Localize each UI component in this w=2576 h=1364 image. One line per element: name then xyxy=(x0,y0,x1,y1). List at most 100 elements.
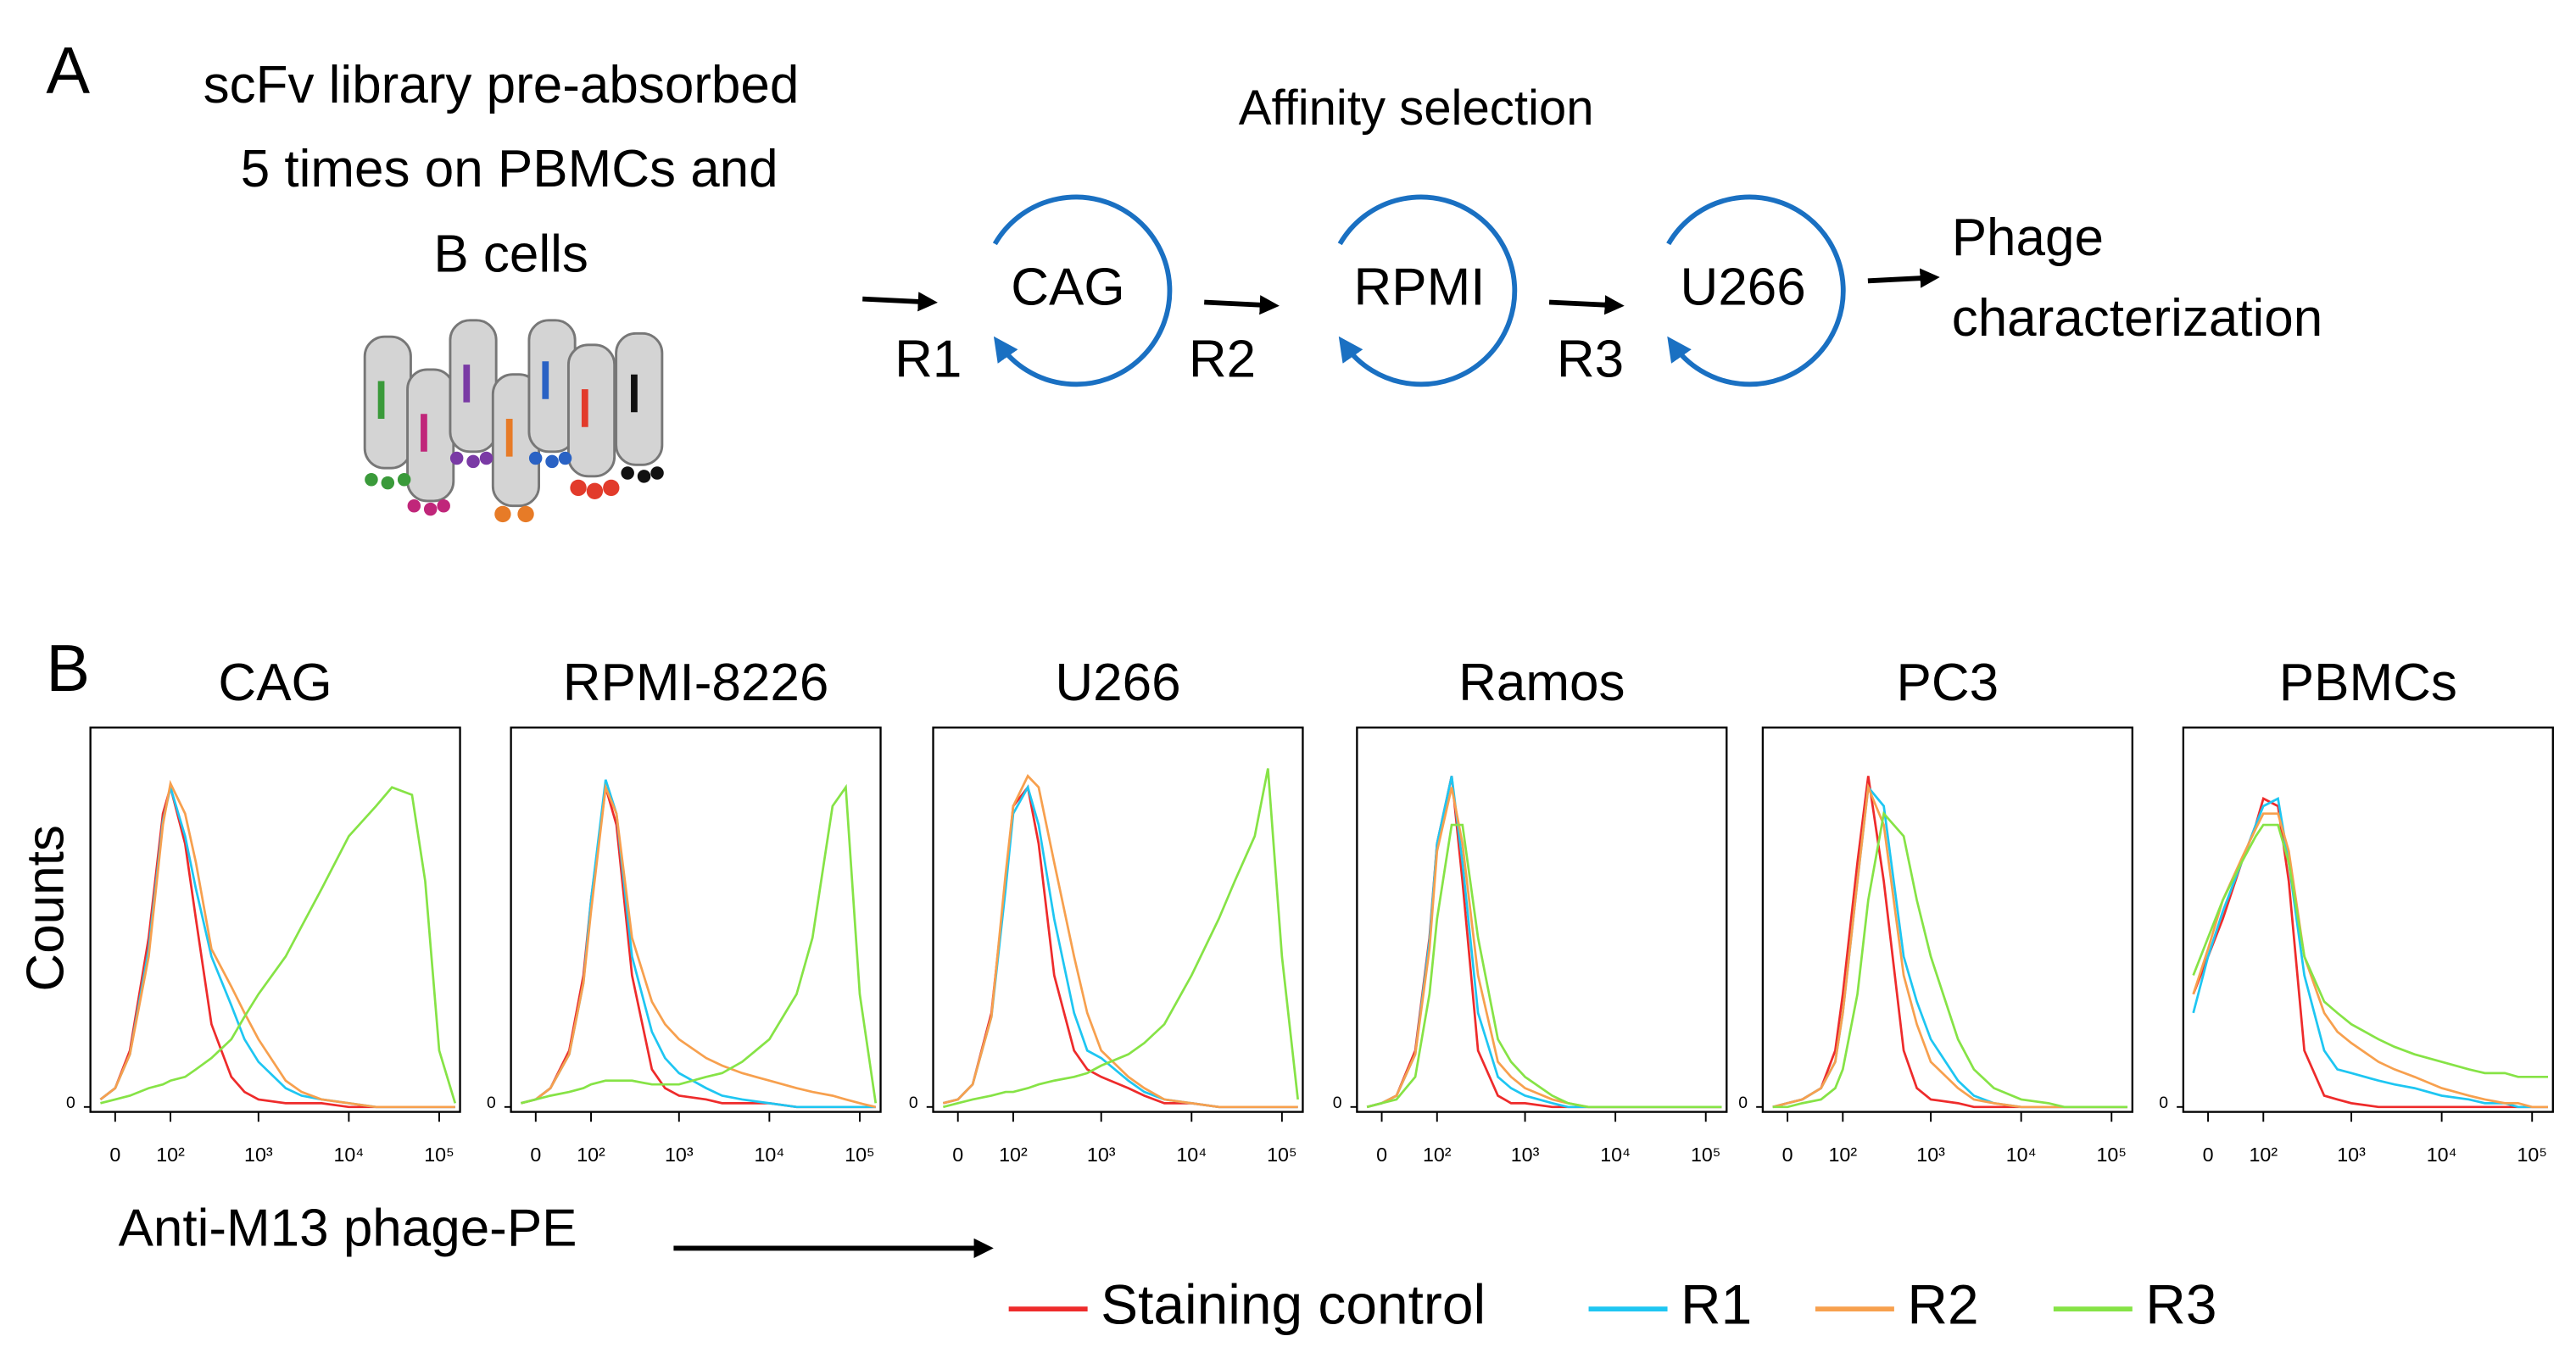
legend-label: R2 xyxy=(1907,1273,1978,1336)
x-tick-label: 10³ xyxy=(1087,1144,1116,1166)
x-tick-label: 0 xyxy=(952,1144,963,1166)
histogram-panel: U266 0 10² 10³ 10⁴ 10⁵ 0 xyxy=(909,654,1304,1166)
x-tick-label: 10² xyxy=(2249,1144,2278,1166)
plot-frame xyxy=(1761,727,2133,1113)
panel-a: A scFv library pre-absorbed 5 times on P… xyxy=(46,35,2322,523)
panel-b: B Counts Anti-M13 phage-PE xyxy=(17,632,994,1259)
plot-frame xyxy=(932,727,1304,1113)
histogram-line xyxy=(100,786,457,1105)
panel-title: PC3 xyxy=(1897,654,1999,712)
x-tick-label: 0 xyxy=(1782,1144,1793,1166)
histogram-panel: PBMCs 0 10² 10³ 10⁴ 10⁵ 0 xyxy=(2159,654,2554,1166)
x-tick-label: 10⁴ xyxy=(2427,1144,2457,1166)
histogram-line xyxy=(521,783,878,1105)
panel-title: CAG xyxy=(218,654,332,712)
x-tick-label: 10³ xyxy=(2337,1144,2366,1166)
histogram-panel: PC3 0 10² 10³ 10⁴ 10⁵ 0 xyxy=(1738,654,2133,1166)
phage-illustration xyxy=(363,319,664,523)
x-axis-label: Anti-M13 phage-PE xyxy=(119,1199,577,1257)
x-tick-label: 10⁵ xyxy=(2517,1144,2546,1166)
histogram-line xyxy=(1772,810,2128,1109)
x-tick-label: 10³ xyxy=(1916,1144,1945,1166)
histogram-line xyxy=(1772,782,2128,1109)
histogram-line xyxy=(2192,796,2548,1109)
x-tick-label: 0 xyxy=(530,1144,541,1166)
histogram-line xyxy=(2192,812,2548,1109)
x-tick-label: 0 xyxy=(2203,1144,2214,1166)
x-tick-label: 0 xyxy=(109,1144,120,1166)
x-tick-label: 10⁴ xyxy=(333,1144,364,1166)
x-tick-label: 10³ xyxy=(665,1144,694,1166)
histogram-line xyxy=(2192,823,2548,1078)
histogram-line xyxy=(942,774,1298,1109)
histogram-line xyxy=(942,784,1298,1109)
diagram-title: Affinity selection xyxy=(1239,81,1594,136)
histogram-line xyxy=(1366,776,1722,1109)
histogram-panel: CAG 0 10² 10³ 10⁴ 10⁵ 0 xyxy=(66,654,461,1166)
histogram-line xyxy=(1366,823,1722,1109)
y-axis-label: Counts xyxy=(17,825,75,991)
y-tick-label: 0 xyxy=(1333,1094,1342,1112)
x-tick-label: 10² xyxy=(156,1144,185,1166)
y-tick-label: 0 xyxy=(487,1094,496,1112)
histogram-line xyxy=(521,782,877,1109)
selection-cycle xyxy=(862,194,1940,387)
round-label: R3 xyxy=(1557,331,1624,389)
histogram-line xyxy=(942,768,1299,1109)
y-tick-label: 0 xyxy=(2159,1094,2168,1112)
panel-label: B xyxy=(46,632,90,705)
plot-frame xyxy=(89,727,461,1113)
x-tick-label: 10⁵ xyxy=(1691,1144,1720,1166)
output-label: Phage xyxy=(1952,209,2104,267)
round-label: R2 xyxy=(1189,331,1256,389)
x-tick-label: 10³ xyxy=(244,1144,273,1166)
library-text: B cells xyxy=(433,225,588,284)
plot-frame xyxy=(1356,727,1728,1113)
x-tick-label: 10⁴ xyxy=(1600,1144,1631,1166)
cell-line: CAG xyxy=(1011,258,1124,316)
y-tick-label: 0 xyxy=(66,1094,75,1112)
x-tick-label: 10² xyxy=(1829,1144,1858,1166)
library-text: scFv library pre-absorbed xyxy=(204,56,800,114)
library-text: 5 times on PBMCs and xyxy=(241,140,778,198)
histogram-panel: RPMI-8226 0 10² 10³ 10⁴ 10⁵ 0 xyxy=(487,654,882,1166)
legend: Staining control R1 R2 R3 xyxy=(1008,1273,2217,1336)
histograms: CAG 0 10² 10³ 10⁴ 10⁵ 0 RPMI-8226 0 10² 10³ 10⁴ 10⁵ 0… xyxy=(66,654,2554,1166)
histogram-line xyxy=(99,782,455,1109)
legend-label: R1 xyxy=(1681,1273,1752,1336)
x-tick-label: 10² xyxy=(1423,1144,1452,1166)
x-tick-label: 10⁴ xyxy=(1176,1144,1207,1166)
histogram-line xyxy=(1772,784,2128,1109)
x-tick-label: 10³ xyxy=(1511,1144,1540,1166)
histogram-line xyxy=(99,779,455,1109)
legend-label: R3 xyxy=(2145,1273,2216,1336)
panel-label: A xyxy=(46,35,90,108)
histogram-line xyxy=(1366,787,1722,1109)
histogram-line xyxy=(1366,776,1722,1109)
x-tick-label: 10⁵ xyxy=(845,1144,874,1166)
round-label: R1 xyxy=(895,331,962,389)
histogram-line xyxy=(521,779,876,1109)
cell-line: RPMI xyxy=(1354,258,1486,316)
plot-frame xyxy=(510,727,882,1113)
x-tick-label: 10⁵ xyxy=(424,1144,454,1166)
x-tick-label: 10⁵ xyxy=(2097,1144,2127,1166)
panel-title: RPMI-8226 xyxy=(563,654,829,712)
panel-title: U266 xyxy=(1055,654,1180,712)
histogram-line xyxy=(942,784,1298,1109)
histogram-line xyxy=(521,787,876,1109)
plot-frame xyxy=(2182,727,2554,1113)
histogram-line xyxy=(1772,776,2128,1109)
x-tick-label: 0 xyxy=(1376,1144,1387,1166)
histogram-line xyxy=(99,782,455,1109)
legend-label: Staining control xyxy=(1101,1273,1486,1336)
histogram-panel: Ramos 0 10² 10³ 10⁴ 10⁵ 0 xyxy=(1333,654,1728,1166)
x-tick-label: 10² xyxy=(999,1144,1028,1166)
x-tick-label: 10⁴ xyxy=(754,1144,784,1166)
panel-title: Ramos xyxy=(1458,654,1625,712)
output-label: characterization xyxy=(1952,289,2323,348)
y-tick-label: 0 xyxy=(909,1094,918,1112)
x-tick-label: 10² xyxy=(577,1144,605,1166)
